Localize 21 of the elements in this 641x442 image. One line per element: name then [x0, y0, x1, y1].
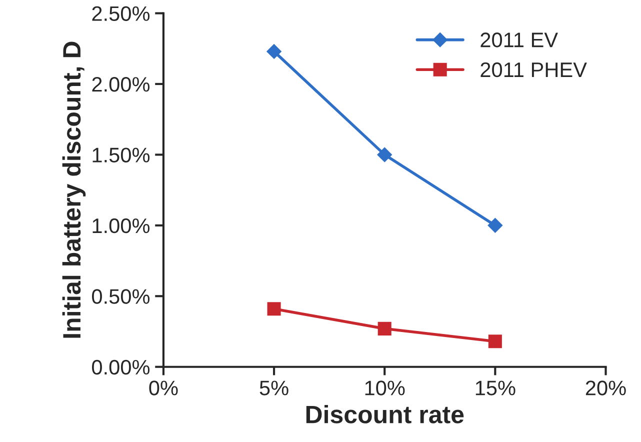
x-tick-label: 15% — [476, 380, 516, 396]
legend-label: 2011 EV — [480, 32, 558, 48]
y-tick-label: 2.50% — [92, 6, 150, 22]
y-axis-title: Initial battery discount, D — [62, 42, 86, 338]
y-tick-label: 2.00% — [92, 76, 150, 92]
x-axis-title: Discount rate — [306, 405, 464, 424]
point — [488, 334, 502, 348]
y-tick-label: 1.50% — [92, 148, 150, 162]
point — [378, 322, 392, 336]
x-tick-label: 20% — [586, 380, 626, 396]
point — [377, 147, 392, 162]
point — [267, 302, 281, 316]
y-tick-label: 0.00% — [92, 360, 150, 375]
x-tick-label: 5% — [260, 380, 288, 396]
x-tick-label: 0% — [149, 380, 178, 396]
point — [266, 44, 282, 59]
y-tick-label: 1.00% — [92, 218, 150, 234]
x-tick-label: 10% — [365, 380, 405, 396]
point — [488, 218, 503, 233]
legend-label: 2011 PHEV — [480, 62, 587, 78]
y-tick-label: 0.50% — [92, 289, 150, 304]
